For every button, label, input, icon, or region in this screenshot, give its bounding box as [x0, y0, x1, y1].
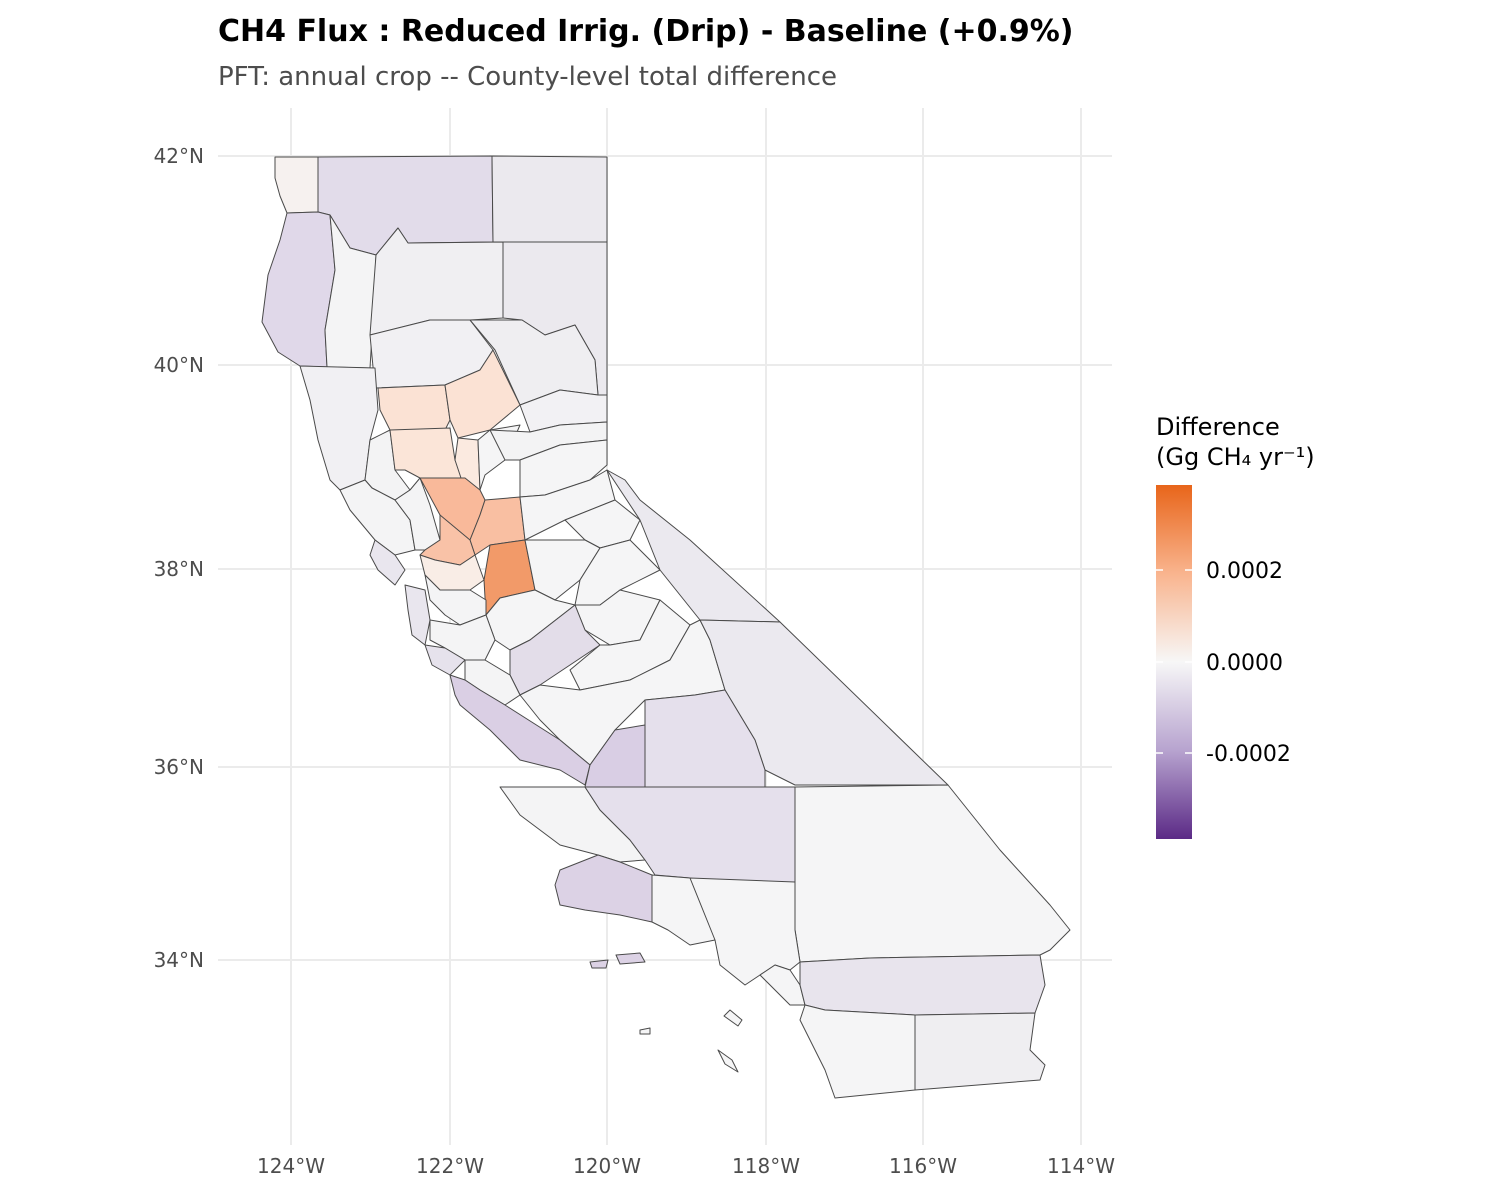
- county-santa-cruz[interactable]: [424, 644, 466, 676]
- lon-tick-label: 120°W: [573, 1154, 641, 1178]
- chart-subtitle: PFT: annual crop -- County-level total d…: [218, 62, 837, 92]
- legend-ticks: 0.0002 0.0000 -0.0002: [1156, 559, 1291, 767]
- channel-island-3: [723, 1009, 743, 1027]
- county-imperial[interactable]: [914, 1012, 1046, 1091]
- channel-island-5: [639, 1027, 651, 1035]
- county-shasta[interactable]: [369, 227, 504, 336]
- legend-title-line1: Difference: [1156, 413, 1280, 441]
- longitude-tick-labels: 124°W 122°W 120°W 118°W 116°W 114°W: [257, 1154, 1115, 1178]
- legend-tick-label: 0.0002: [1206, 559, 1283, 584]
- channel-island-1: [589, 959, 609, 969]
- lon-tick-label: 116°W: [889, 1154, 957, 1178]
- county-colusa[interactable]: [389, 427, 466, 479]
- lon-tick-label: 122°W: [416, 1154, 484, 1178]
- lat-tick-label: 40°N: [154, 353, 204, 377]
- county-modoc[interactable]: [491, 155, 608, 243]
- legend-title-line2: (Gg CH₄ yr⁻¹): [1156, 443, 1315, 471]
- lat-tick-label: 34°N: [154, 948, 204, 972]
- legend-title: Difference (Gg CH₄ yr⁻¹): [1156, 412, 1315, 472]
- legend-tick-label: -0.0002: [1206, 742, 1291, 767]
- channel-island-2: [615, 952, 646, 965]
- county-del-norte[interactable]: [274, 156, 319, 214]
- lat-tick-label: 42°N: [154, 144, 204, 168]
- lon-tick-label: 124°W: [257, 1154, 325, 1178]
- county-riverside[interactable]: [799, 954, 1046, 1016]
- chart-title: CH4 Flux : Reduced Irrig. (Drip) - Basel…: [218, 14, 1074, 49]
- county-santa-barbara[interactable]: [554, 854, 653, 923]
- county-marin[interactable]: [369, 539, 406, 586]
- lon-tick-label: 114°W: [1047, 1154, 1115, 1178]
- county-san-diego[interactable]: [799, 1004, 916, 1099]
- county-glenn[interactable]: [377, 384, 451, 431]
- lon-tick-label: 118°W: [732, 1154, 800, 1178]
- lat-tick-label: 36°N: [154, 755, 204, 779]
- channel-island-4: [717, 1049, 739, 1073]
- lat-tick-label: 38°N: [154, 557, 204, 581]
- counties: [261, 155, 1071, 1099]
- county-san-bernardino[interactable]: [794, 784, 1071, 963]
- county-san-francisco-san-mateo[interactable]: [404, 584, 431, 646]
- county-butte[interactable]: [444, 349, 521, 439]
- latitude-tick-labels: 42°N 40°N 38°N 36°N 34°N: [154, 144, 204, 972]
- county-el-dorado[interactable]: [519, 469, 616, 541]
- county-humboldt[interactable]: [261, 211, 336, 368]
- county-plumas[interactable]: [469, 319, 599, 406]
- legend-tick-label: 0.0000: [1206, 651, 1283, 676]
